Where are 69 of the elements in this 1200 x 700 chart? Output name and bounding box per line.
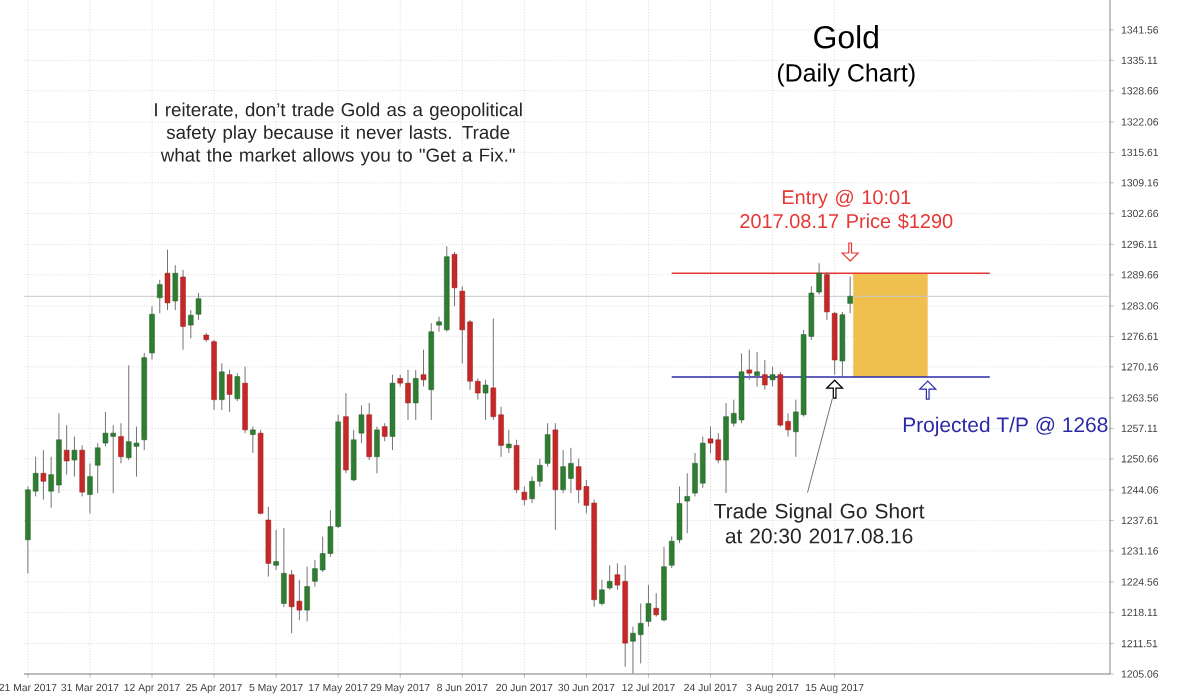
- candlestick: [374, 426, 380, 474]
- candlestick: [265, 506, 272, 578]
- candlestick: [56, 412, 62, 494]
- candlestick: [723, 402, 729, 494]
- candlestick: [630, 626, 636, 674]
- ref-line-label: Entry @ 10:01 2017.08.17 Price $1290: [740, 189, 953, 230]
- candlestick: [707, 426, 714, 454]
- candlestick: [413, 369, 419, 421]
- candlestick: [482, 379, 489, 421]
- candlestick: [568, 447, 574, 494]
- candlestick: [358, 404, 365, 444]
- candlestick: [304, 566, 310, 622]
- candlestick: [506, 429, 512, 454]
- candlestick: [226, 369, 233, 413]
- candlestick: [599, 579, 605, 606]
- candlestick: [79, 444, 85, 497]
- candlestick: [273, 529, 279, 571]
- candlestick: [762, 359, 768, 391]
- candlestick: [157, 279, 163, 314]
- candlestick: [839, 311, 846, 378]
- candlestick: [405, 369, 411, 421]
- candlestick: [521, 485, 528, 506]
- candlestick: [195, 292, 202, 321]
- candlestick: [312, 559, 318, 588]
- candlestick: [242, 366, 248, 434]
- candlestick: [71, 435, 78, 478]
- candlestick: [560, 449, 566, 494]
- candlestick: [94, 442, 101, 494]
- candlestick: [125, 364, 132, 461]
- candlestick: [366, 402, 372, 461]
- candlestick: [754, 351, 760, 387]
- candlestick: [149, 305, 155, 361]
- candlestick: [164, 249, 171, 311]
- candlestick: [715, 432, 722, 464]
- candlestick: [847, 276, 853, 314]
- candlestick: [700, 435, 706, 489]
- candlestick: [637, 603, 644, 664]
- annotation: Trade Signal Go Short at 20:30 2017.08.16: [714, 503, 925, 544]
- candlestick: [669, 536, 675, 569]
- candlestick: [684, 472, 690, 534]
- annotation: I reiterate, don’t trade Gold as a geopolitical safety play because it never lasts. Trade what the market allows you to "Get a Fix.": [155, 102, 522, 166]
- candlestick: [102, 411, 109, 447]
- candlestick: [219, 362, 225, 411]
- candlestick: [769, 366, 776, 387]
- candlestick: [606, 564, 613, 591]
- candlestick: [234, 372, 241, 402]
- text: (Daily Chart): [777, 63, 915, 87]
- candlestick: [110, 424, 116, 494]
- candlestick: [250, 426, 256, 454]
- candlestick: [40, 449, 47, 501]
- candlestick: [420, 349, 427, 387]
- candlestick: [513, 439, 520, 494]
- candlestick: [653, 592, 659, 618]
- candlestick: [676, 485, 683, 544]
- candlestick: [451, 251, 458, 307]
- candlestick: [188, 309, 194, 339]
- candlestick: [575, 458, 582, 504]
- text: Gold: [814, 25, 878, 49]
- candlestick: [350, 429, 357, 482]
- candlestick: [746, 349, 753, 381]
- candlestick: [133, 426, 140, 478]
- candlestick: [87, 462, 93, 514]
- candlestick: [281, 527, 287, 608]
- legend-label: Projected T/P @ 1268: [903, 416, 1108, 437]
- candlestick: [118, 422, 124, 464]
- candlestick: [63, 424, 70, 476]
- candlestick: [645, 584, 652, 628]
- candlestick: [172, 264, 178, 311]
- candlestick: [296, 579, 303, 621]
